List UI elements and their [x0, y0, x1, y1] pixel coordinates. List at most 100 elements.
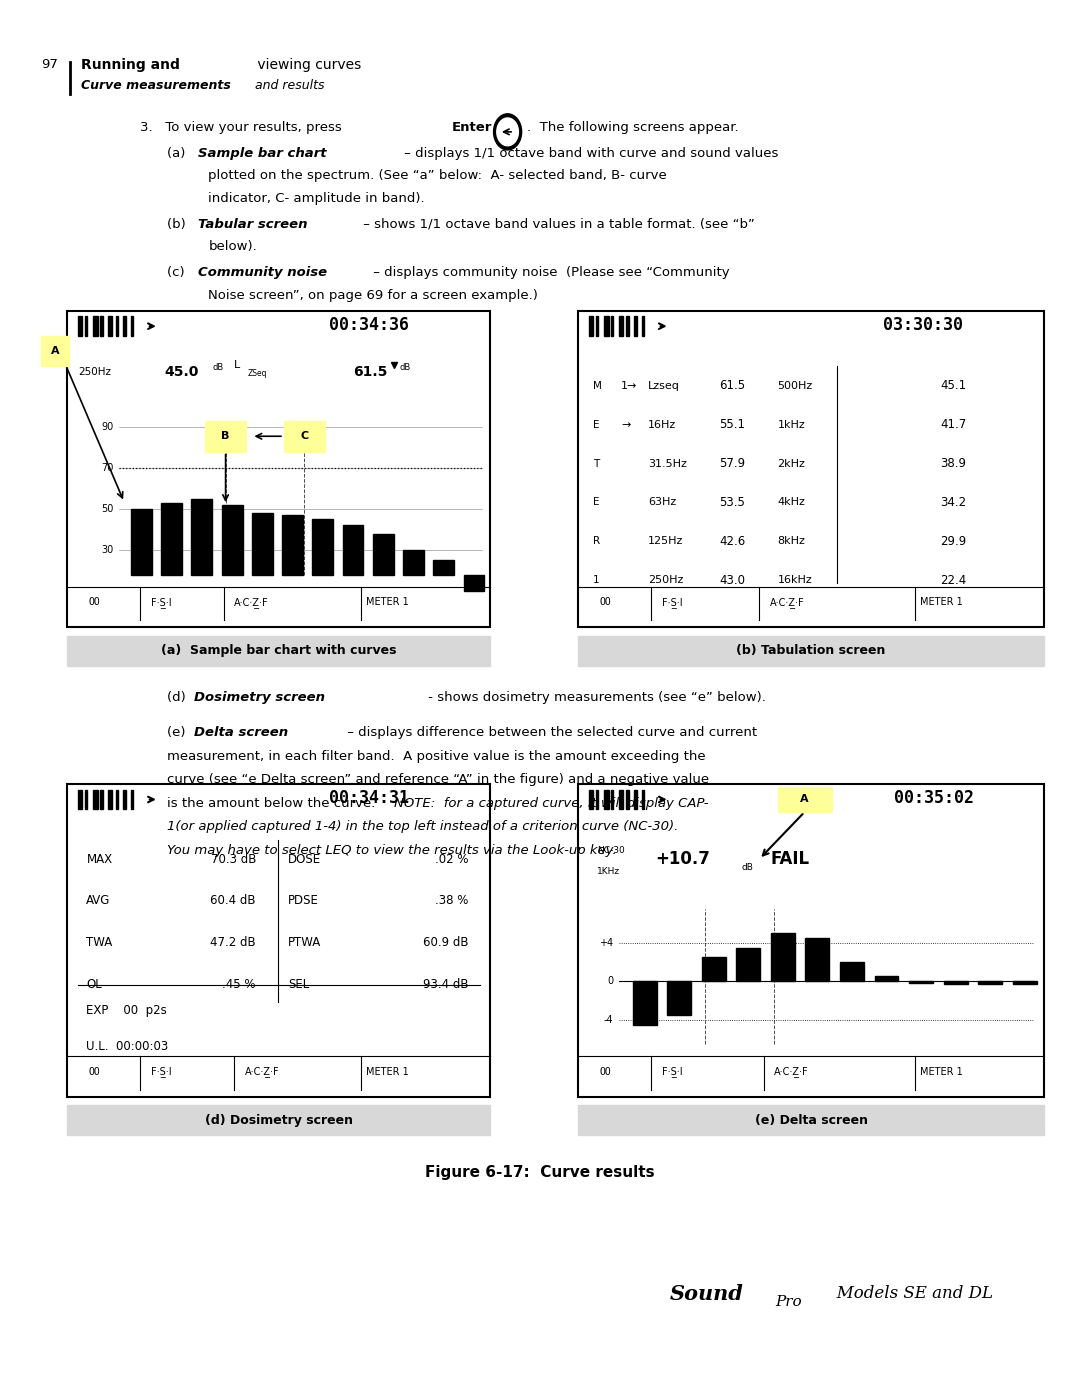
Text: dB: dB [742, 863, 754, 872]
Text: plotted on the spectrum. (See “a” below:  A- selected band, B- curve: plotted on the spectrum. (See “a” below:… [208, 169, 667, 182]
Bar [778, 787, 832, 812]
Text: 61.5: 61.5 [719, 379, 745, 393]
Text: -4: -4 [604, 1015, 613, 1024]
Text: 1: 1 [593, 575, 599, 586]
Text: (b): (b) [167, 218, 194, 230]
Bar [131, 316, 133, 336]
Bar [944, 981, 968, 984]
Text: 60.4 dB: 60.4 dB [211, 894, 256, 908]
Bar [589, 316, 593, 336]
Text: 500Hz: 500Hz [778, 380, 813, 391]
Text: 03:30:30: 03:30:30 [883, 316, 963, 333]
Bar [433, 561, 455, 575]
Bar [596, 316, 598, 336]
Text: →: → [621, 419, 631, 430]
Text: viewing curves: viewing curves [253, 58, 361, 72]
Circle shape [497, 118, 518, 146]
Text: Running and: Running and [81, 58, 180, 72]
Bar [116, 316, 118, 336]
Text: (b) Tabulation screen: (b) Tabulation screen [737, 644, 886, 658]
Bar [611, 316, 613, 336]
Text: METER 1: METER 1 [366, 1066, 409, 1077]
Text: Pro: Pro [775, 1295, 802, 1309]
Bar [604, 316, 609, 336]
Text: F·S̲·I: F·S̲·I [151, 1066, 172, 1077]
Bar [806, 938, 829, 981]
Bar [205, 421, 246, 451]
Bar [312, 519, 334, 575]
Bar [221, 505, 243, 575]
Text: +4: +4 [599, 938, 613, 948]
Bar [619, 316, 623, 336]
Text: U.L.  00:00:03: U.L. 00:00:03 [86, 1040, 168, 1053]
Text: 4kHz: 4kHz [778, 497, 806, 508]
Text: F·S̲·I: F·S̲·I [151, 597, 172, 608]
Bar [100, 790, 103, 809]
Text: Tabular screen: Tabular screen [198, 218, 307, 230]
Text: MAX: MAX [86, 852, 112, 866]
Text: OO: OO [89, 1066, 100, 1077]
Bar [1013, 981, 1037, 984]
Bar [589, 790, 593, 809]
Text: ZSeq: ZSeq [247, 369, 267, 378]
Bar [191, 498, 213, 575]
Text: curve (see “e Delta screen” and reference “A” in the figure) and a negative valu: curve (see “e Delta screen” and referenc… [167, 773, 710, 786]
Text: – displays community noise  (Please see “Community: – displays community noise (Please see “… [369, 266, 730, 279]
Text: Sample bar chart: Sample bar chart [198, 147, 326, 160]
Text: 53.5: 53.5 [719, 496, 745, 509]
Text: OO: OO [599, 1066, 611, 1077]
Text: 34.2: 34.2 [941, 496, 967, 509]
Bar [78, 316, 82, 336]
Text: 70.3 dB: 70.3 dB [211, 852, 256, 866]
Text: FAIL: FAIL [770, 851, 809, 868]
Circle shape [494, 114, 522, 150]
Bar [634, 316, 637, 336]
Text: A·C·Z̲·F: A·C·Z̲·F [234, 597, 269, 608]
Bar [85, 790, 87, 809]
Text: Enter: Enter [451, 121, 491, 133]
Text: F·S̲·I: F·S̲·I [662, 1066, 683, 1077]
Text: 1kHz: 1kHz [778, 419, 806, 430]
Text: Community noise: Community noise [198, 266, 327, 279]
Bar [85, 316, 87, 336]
Text: B: B [221, 432, 230, 441]
Bar [93, 790, 98, 809]
Text: (e): (e) [167, 726, 190, 738]
Bar [100, 316, 103, 336]
Text: OO: OO [599, 597, 611, 608]
Text: measurement, in each filter band.  A positive value is the amount exceeding the: measurement, in each filter band. A posi… [167, 750, 706, 762]
Text: 57.9: 57.9 [719, 457, 745, 471]
Text: 22.4: 22.4 [941, 573, 967, 587]
Text: DOSE: DOSE [288, 852, 322, 866]
Text: .  The following screens appear.: . The following screens appear. [527, 121, 739, 133]
Text: .38 %: .38 % [435, 894, 469, 908]
Text: A·C·Z̲·F: A·C·Z̲·F [245, 1066, 280, 1077]
Text: EXP    00  p2s: EXP 00 p2s [86, 1004, 167, 1017]
Bar [123, 790, 126, 809]
Text: 29.9: 29.9 [941, 534, 967, 548]
Text: 60.9 dB: 60.9 dB [423, 936, 469, 949]
Text: .45 %: .45 % [222, 977, 256, 991]
Text: 97: 97 [41, 58, 58, 71]
Bar [108, 316, 112, 336]
Text: OL: OL [86, 977, 103, 991]
Text: 16kHz: 16kHz [778, 575, 812, 586]
Text: F·S̲·I: F·S̲·I [662, 597, 683, 608]
Text: A·C·Z̲·F: A·C·Z̲·F [774, 1066, 809, 1077]
Bar [702, 958, 726, 981]
Text: AVG: AVG [86, 894, 111, 908]
Text: 1(or applied captured 1-4) in the top left instead of a criterion curve (NC-30).: 1(or applied captured 1-4) in the top le… [167, 820, 678, 833]
Bar [642, 316, 644, 336]
Text: E: E [593, 419, 599, 430]
Text: 45.0: 45.0 [164, 365, 199, 379]
Bar [909, 981, 933, 983]
FancyBboxPatch shape [67, 784, 490, 1097]
Bar [78, 790, 82, 809]
Text: (e) Delta screen: (e) Delta screen [755, 1113, 867, 1127]
Bar [41, 336, 69, 366]
Bar [123, 316, 126, 336]
Text: Noise screen”, on page 69 for a screen example.): Noise screen”, on page 69 for a screen e… [208, 289, 538, 301]
Text: M: M [593, 380, 602, 391]
Bar [578, 636, 1044, 666]
FancyBboxPatch shape [67, 311, 490, 627]
